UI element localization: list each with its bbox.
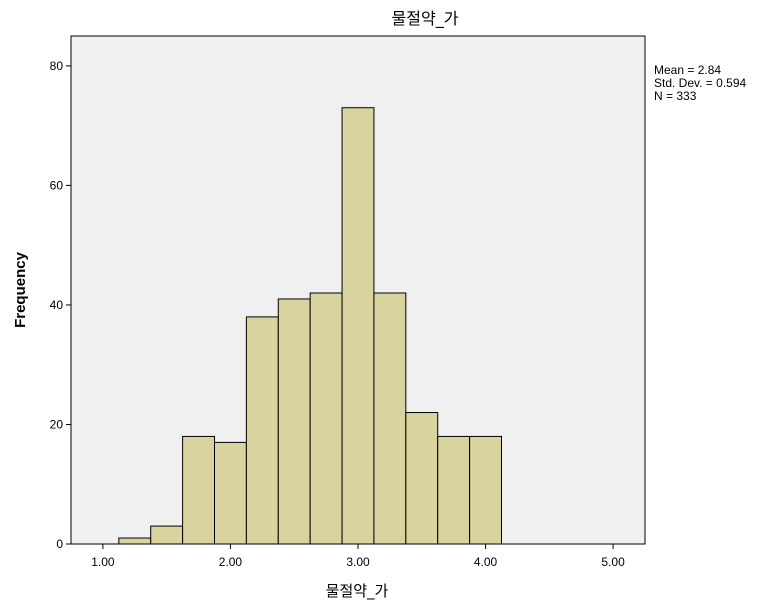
histogram-bar-11 — [437, 435, 471, 545]
x-tick-label: 4.00 — [474, 555, 498, 569]
histogram-bar-8 — [341, 107, 375, 545]
stat-mean: Mean = 2.84 — [654, 63, 721, 77]
x-axis-label: 물절약_가 — [326, 582, 389, 601]
x-axis: 1.00 2.00 3.00 4.00 5.00 — [91, 544, 625, 569]
x-tick-label: 3.00 — [346, 555, 370, 569]
histogram-bar-9 — [373, 292, 407, 545]
y-axis-label: Frequency — [12, 251, 29, 328]
y-tick-label: 20 — [50, 417, 64, 431]
y-tick-label: 40 — [50, 298, 64, 312]
bars-group — [118, 107, 503, 545]
histogram-bar-7 — [309, 292, 343, 545]
chart-title: 물절약_가 — [392, 9, 459, 29]
histogram-bar-2 — [150, 525, 184, 545]
stat-std-dev: Std. Dev. = 0.594 — [654, 76, 746, 90]
x-tick-label: 5.00 — [601, 555, 625, 569]
y-tick-label: 80 — [50, 59, 64, 73]
y-tick-label: 60 — [50, 178, 64, 192]
histogram-bar-10 — [405, 412, 439, 545]
y-tick-label: 0 — [56, 537, 63, 551]
y-axis: 0 20 40 60 80 — [50, 59, 71, 551]
histogram-bar-12 — [469, 435, 503, 545]
histogram-bar-1 — [118, 537, 152, 545]
x-tick-label: 2.00 — [219, 555, 243, 569]
histogram-bar-5 — [245, 316, 279, 545]
histogram-bar-6 — [277, 298, 311, 545]
stat-n: N = 333 — [654, 89, 697, 103]
histogram-bar-4 — [214, 441, 247, 545]
histogram-bar-3 — [182, 435, 216, 545]
x-tick-label: 1.00 — [91, 555, 115, 569]
